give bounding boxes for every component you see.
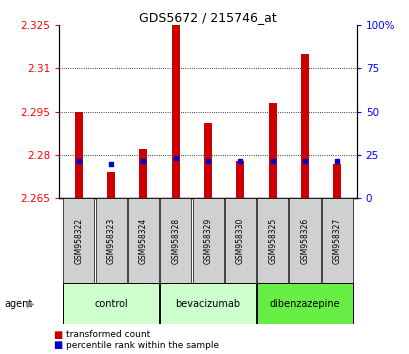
Text: agent: agent: [4, 298, 32, 309]
Bar: [321, 198, 352, 283]
Bar: [256, 283, 352, 324]
Bar: [192, 198, 223, 283]
Bar: [63, 198, 94, 283]
Text: GSM958324: GSM958324: [139, 218, 148, 264]
Text: GSM958330: GSM958330: [235, 217, 244, 264]
Text: ▶: ▶: [27, 298, 34, 309]
Bar: [171, 22, 180, 198]
Bar: [268, 103, 276, 198]
Bar: [74, 112, 83, 198]
Text: percentile rank within the sample: percentile rank within the sample: [65, 341, 218, 350]
Text: control: control: [94, 298, 128, 309]
Text: GSM958323: GSM958323: [106, 218, 115, 264]
Text: transformed count: transformed count: [65, 330, 149, 339]
Bar: [224, 198, 255, 283]
Text: bevacizumab: bevacizumab: [175, 298, 240, 309]
Text: GSM958328: GSM958328: [171, 218, 180, 264]
Bar: [160, 283, 255, 324]
Bar: [300, 54, 308, 198]
Bar: [256, 198, 288, 283]
Bar: [236, 161, 244, 198]
Bar: [63, 283, 159, 324]
Bar: [289, 198, 320, 283]
Bar: [204, 123, 211, 198]
Text: GSM958322: GSM958322: [74, 218, 83, 264]
Text: ■: ■: [53, 340, 63, 350]
Bar: [333, 164, 341, 198]
Bar: [107, 172, 115, 198]
Bar: [128, 198, 159, 283]
Bar: [160, 198, 191, 283]
Bar: [95, 198, 126, 283]
Text: GSM958326: GSM958326: [300, 218, 309, 264]
Text: dibenzazepine: dibenzazepine: [269, 298, 339, 309]
Text: GSM958329: GSM958329: [203, 218, 212, 264]
Text: ■: ■: [53, 330, 63, 339]
Bar: [139, 149, 147, 198]
Text: GSM958325: GSM958325: [267, 218, 276, 264]
Text: GSM958327: GSM958327: [332, 218, 341, 264]
Title: GDS5672 / 215746_at: GDS5672 / 215746_at: [139, 11, 276, 24]
